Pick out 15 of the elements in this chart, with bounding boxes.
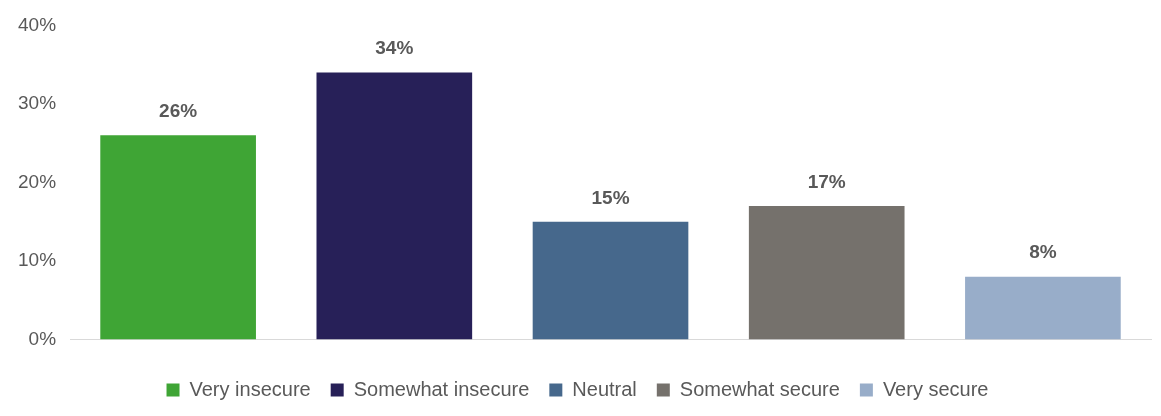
y-tick-label: 10% bbox=[18, 249, 57, 271]
legend-label: Somewhat secure bbox=[679, 377, 840, 400]
legend-label: Very insecure bbox=[189, 377, 311, 400]
data-label: 26% bbox=[159, 100, 198, 122]
legend-label: Somewhat insecure bbox=[353, 377, 530, 400]
y-tick-label: 40% bbox=[18, 13, 57, 35]
data-label: 17% bbox=[807, 170, 846, 192]
y-tick-label: 0% bbox=[28, 327, 57, 349]
y-tick-label: 30% bbox=[18, 92, 57, 114]
data-label: 8% bbox=[1029, 241, 1057, 263]
legend-label: Very secure bbox=[882, 377, 989, 400]
legend-label: Neutral bbox=[572, 377, 637, 400]
data-label: 34% bbox=[375, 37, 414, 59]
data-label: 15% bbox=[591, 186, 630, 208]
y-tick-label: 20% bbox=[18, 170, 57, 192]
